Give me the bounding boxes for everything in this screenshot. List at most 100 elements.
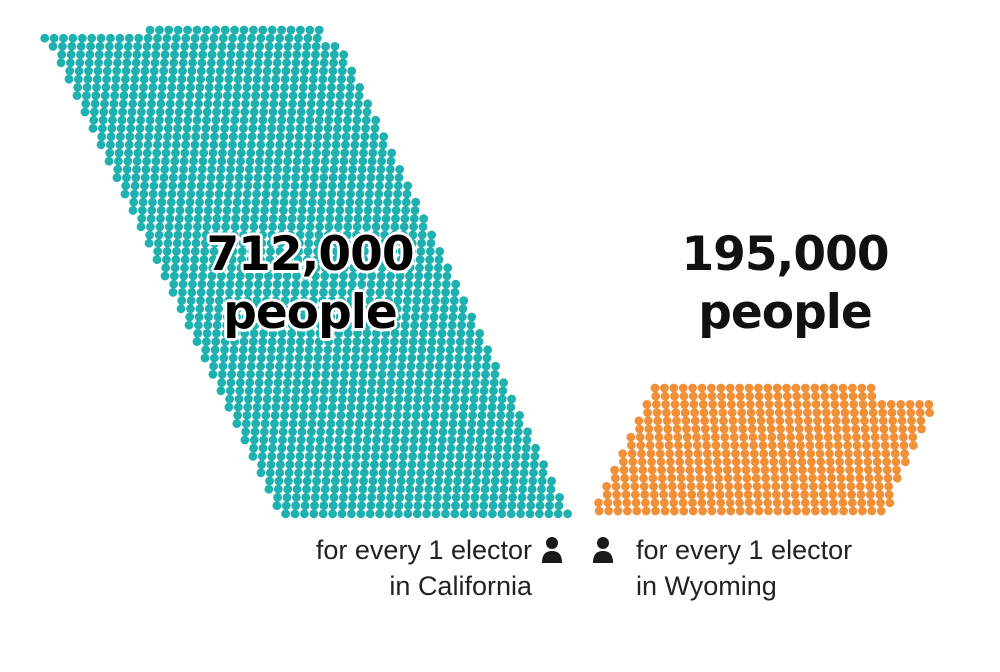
person-dot bbox=[442, 386, 451, 396]
person-dot bbox=[277, 115, 287, 125]
person-dot bbox=[112, 66, 122, 76]
person-dot bbox=[810, 383, 820, 393]
person-dot bbox=[792, 400, 802, 409]
person-dot bbox=[778, 457, 788, 467]
person-dot bbox=[291, 173, 300, 183]
person-dot bbox=[397, 361, 406, 371]
person-dot bbox=[177, 74, 187, 84]
person-dot bbox=[227, 263, 236, 273]
person-dot bbox=[478, 509, 488, 519]
person-dot bbox=[253, 288, 262, 297]
wyoming-number: 195,000 bbox=[681, 227, 889, 282]
person-dot bbox=[414, 378, 424, 387]
person-dot bbox=[405, 484, 415, 494]
person-dot bbox=[332, 353, 341, 363]
person-dot bbox=[244, 386, 254, 396]
person-dot bbox=[284, 140, 294, 150]
person-dot bbox=[613, 506, 623, 516]
person-dot bbox=[232, 312, 242, 322]
person-dot bbox=[248, 123, 258, 133]
person-dot bbox=[472, 361, 482, 371]
person-dot bbox=[375, 288, 385, 297]
person-dot bbox=[328, 66, 338, 76]
person-dot bbox=[348, 493, 358, 502]
person-dot bbox=[241, 206, 251, 215]
person-dot bbox=[82, 83, 92, 92]
person-dot bbox=[413, 279, 423, 289]
person-dot bbox=[255, 156, 264, 166]
person-dot bbox=[665, 449, 675, 458]
person-dot bbox=[327, 189, 337, 199]
person-dot bbox=[197, 58, 207, 68]
person-dot bbox=[317, 197, 327, 207]
person-dot bbox=[297, 320, 307, 330]
person-dot bbox=[279, 197, 289, 207]
person-dot bbox=[263, 279, 273, 289]
person-dot bbox=[888, 424, 898, 434]
person-dot bbox=[213, 197, 223, 207]
person-dot bbox=[708, 400, 718, 409]
person-dot bbox=[449, 304, 458, 314]
person-dot bbox=[247, 33, 256, 43]
person-dot bbox=[511, 460, 520, 469]
person-dot bbox=[697, 383, 707, 393]
person-dot bbox=[322, 247, 332, 256]
person-dot bbox=[295, 345, 305, 355]
person-dot bbox=[375, 181, 384, 191]
person-dot bbox=[480, 493, 489, 502]
person-dot bbox=[882, 457, 891, 467]
person-dot bbox=[299, 181, 309, 191]
person-dot bbox=[649, 490, 659, 499]
person-dot bbox=[758, 441, 768, 450]
person-dot bbox=[850, 416, 860, 426]
person-dot bbox=[224, 296, 234, 305]
person-dot bbox=[336, 189, 346, 199]
person-dot bbox=[445, 460, 454, 469]
person-dot bbox=[240, 222, 249, 232]
person-dot bbox=[869, 416, 879, 426]
person-dot bbox=[272, 288, 281, 297]
person-dot bbox=[286, 230, 296, 240]
person-dot bbox=[113, 165, 123, 174]
person-dot bbox=[300, 173, 310, 183]
person-dot bbox=[878, 416, 888, 426]
person-dot bbox=[425, 476, 434, 486]
person-dot bbox=[765, 408, 775, 417]
person-dot bbox=[207, 58, 216, 68]
person-dot bbox=[166, 206, 176, 215]
person-dot bbox=[460, 501, 470, 510]
person-dot bbox=[337, 181, 347, 191]
person-dot bbox=[181, 132, 191, 142]
person-dot bbox=[362, 107, 372, 117]
person-dot bbox=[180, 263, 189, 273]
person-dot bbox=[156, 214, 165, 224]
person-dot bbox=[367, 484, 377, 494]
person-dot bbox=[219, 247, 228, 256]
person-dot bbox=[164, 230, 173, 240]
person-dot bbox=[347, 279, 357, 289]
person-dot bbox=[290, 402, 300, 412]
person-dot bbox=[310, 493, 320, 502]
person-dot bbox=[537, 484, 546, 494]
person-dot bbox=[323, 123, 333, 133]
person-dot bbox=[312, 361, 322, 371]
person-dot bbox=[336, 197, 345, 207]
person-dot bbox=[349, 263, 359, 273]
person-dot bbox=[358, 156, 368, 166]
person-dot bbox=[240, 214, 250, 224]
person-dot bbox=[66, 58, 75, 68]
person-dot bbox=[790, 490, 800, 499]
person-dot bbox=[252, 189, 261, 199]
person-dot bbox=[332, 460, 342, 469]
person-dot bbox=[350, 361, 359, 371]
person-dot bbox=[433, 378, 443, 387]
person-dot bbox=[392, 312, 401, 322]
person-dot bbox=[807, 457, 816, 467]
person-dot bbox=[643, 416, 653, 426]
person-dot bbox=[780, 482, 790, 491]
person-dot bbox=[402, 304, 411, 314]
person-dot bbox=[410, 206, 420, 215]
person-dot bbox=[418, 329, 428, 338]
person-dot bbox=[252, 402, 262, 412]
